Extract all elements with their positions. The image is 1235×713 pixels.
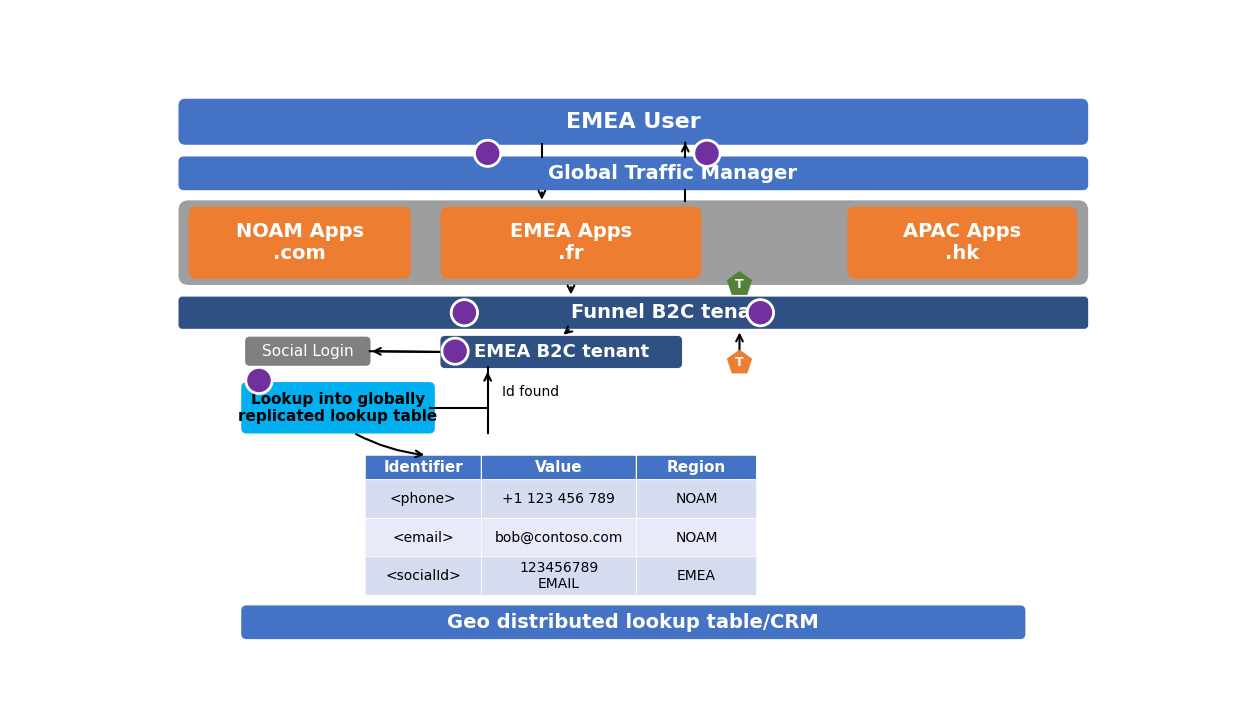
Text: <socialId>: <socialId> — [385, 569, 461, 583]
Text: EMEA Apps
.fr: EMEA Apps .fr — [510, 222, 632, 263]
FancyBboxPatch shape — [482, 455, 636, 480]
Circle shape — [474, 140, 501, 166]
Text: 3: 3 — [450, 342, 461, 360]
FancyBboxPatch shape — [366, 518, 482, 557]
FancyBboxPatch shape — [636, 455, 757, 480]
Text: Identifier: Identifier — [383, 460, 463, 475]
Text: Global Traffic Manager: Global Traffic Manager — [547, 164, 797, 183]
FancyBboxPatch shape — [366, 455, 482, 480]
Text: <email>: <email> — [393, 530, 454, 545]
Text: EMEA B2C tenant: EMEA B2C tenant — [474, 343, 648, 361]
Text: NOAM: NOAM — [676, 530, 718, 545]
Polygon shape — [727, 351, 751, 373]
FancyBboxPatch shape — [242, 606, 1025, 638]
FancyBboxPatch shape — [179, 201, 1088, 284]
Text: Id found: Id found — [501, 385, 558, 399]
Text: 2: 2 — [458, 304, 471, 322]
FancyBboxPatch shape — [179, 297, 1088, 328]
FancyBboxPatch shape — [179, 157, 1088, 190]
Text: NOAM: NOAM — [676, 492, 718, 506]
FancyBboxPatch shape — [482, 557, 636, 595]
FancyBboxPatch shape — [636, 480, 757, 518]
FancyBboxPatch shape — [242, 383, 435, 433]
Text: 1: 1 — [482, 144, 493, 163]
FancyBboxPatch shape — [848, 207, 1077, 278]
Text: Region: Region — [667, 460, 726, 475]
Text: NOAM Apps
.com: NOAM Apps .com — [236, 222, 363, 263]
Circle shape — [451, 299, 478, 326]
FancyBboxPatch shape — [482, 518, 636, 557]
FancyBboxPatch shape — [366, 557, 482, 595]
Polygon shape — [727, 272, 751, 294]
FancyBboxPatch shape — [189, 207, 410, 278]
Circle shape — [442, 338, 468, 364]
Text: EMEA User: EMEA User — [566, 112, 700, 132]
Circle shape — [246, 367, 272, 394]
FancyBboxPatch shape — [366, 480, 482, 518]
Text: 4: 4 — [253, 371, 264, 389]
Text: +1 123 456 789: +1 123 456 789 — [503, 492, 615, 506]
FancyBboxPatch shape — [441, 337, 682, 367]
Text: T: T — [735, 356, 743, 369]
Text: T: T — [735, 278, 743, 291]
Text: 5: 5 — [755, 304, 766, 322]
Text: <phone>: <phone> — [390, 492, 457, 506]
FancyBboxPatch shape — [179, 99, 1088, 144]
Text: APAC Apps
.hk: APAC Apps .hk — [903, 222, 1021, 263]
Text: EMEA: EMEA — [677, 569, 716, 583]
Text: Value: Value — [535, 460, 583, 475]
Text: Geo distributed lookup table/CRM: Geo distributed lookup table/CRM — [447, 612, 819, 632]
Text: 123456789
EMAIL: 123456789 EMAIL — [519, 561, 599, 591]
Text: bob@contoso.com: bob@contoso.com — [495, 530, 624, 545]
Text: Funnel B2C tenant: Funnel B2C tenant — [571, 303, 773, 322]
FancyBboxPatch shape — [441, 207, 700, 278]
Text: Lookup into globally
replicated lookup table: Lookup into globally replicated lookup t… — [238, 391, 437, 424]
Circle shape — [694, 140, 720, 166]
Text: 6: 6 — [701, 144, 713, 163]
FancyBboxPatch shape — [246, 337, 369, 365]
FancyBboxPatch shape — [482, 480, 636, 518]
FancyBboxPatch shape — [636, 518, 757, 557]
Text: Social Login: Social Login — [262, 344, 353, 359]
FancyBboxPatch shape — [636, 557, 757, 595]
Circle shape — [747, 299, 773, 326]
